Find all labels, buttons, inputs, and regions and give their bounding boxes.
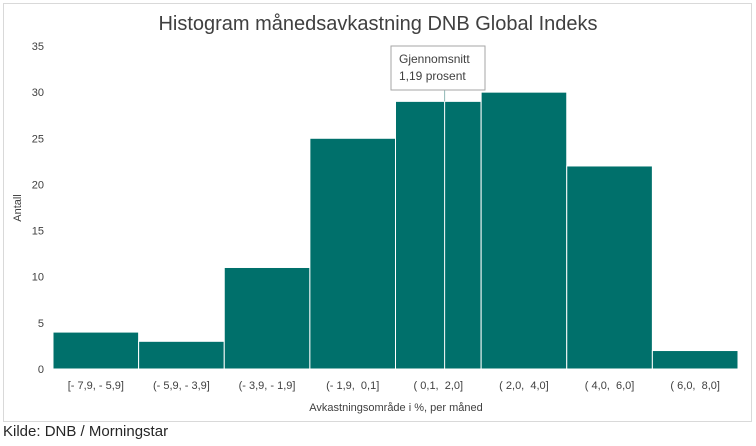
mean-annotation-title: Gjennomsnitt: [399, 52, 470, 66]
histogram-bar: [309, 137, 396, 370]
mean-annotation-box: [390, 45, 486, 91]
histogram-bar: [223, 266, 311, 370]
histogram-bar: [566, 165, 653, 370]
y-tick-label: 35: [32, 41, 44, 53]
x-tick-label: ( 0,1, 2,0]: [414, 380, 464, 392]
histogram-bar: [651, 350, 739, 370]
y-tick-label: 15: [32, 226, 44, 238]
y-tick-label: 25: [32, 133, 44, 145]
x-tick-label: ( 6,0, 8,0]: [670, 380, 720, 392]
y-tick-label: 5: [38, 318, 44, 330]
x-axis-label: Avkastningsområde i %, per måned: [309, 402, 482, 414]
x-tick-label: [- 7,9, - 5,9]: [68, 380, 124, 392]
mean-annotation-value: 1,19 prosent: [399, 69, 466, 83]
x-tick-labels: [- 7,9, - 5,9] (- 5,9, - 3,9] (- 3,9, - 1,…: [68, 380, 720, 392]
histogram-bar: [138, 340, 225, 370]
histogram-bar: [480, 91, 568, 370]
y-tick-label: 10: [32, 272, 44, 284]
y-tick-label: 0: [38, 364, 44, 376]
x-tick-label: ( 4,0, 6,0]: [585, 380, 635, 392]
chart-title: Histogram månedsavkastning DNB Global In…: [158, 13, 597, 35]
y-tick-labels: 0 5 10 15 20 25 30 35: [32, 41, 44, 376]
y-tick-label: 20: [32, 179, 44, 191]
y-tick-label: 30: [32, 87, 44, 99]
histogram-bar: [52, 331, 140, 370]
x-tick-label: ( 2,0, 4,0]: [499, 380, 549, 392]
source-caption: Kilde: DNB / Morningstar: [3, 423, 169, 440]
y-axis-label: Antall: [12, 194, 24, 222]
histogram-bar: [395, 100, 482, 370]
mean-annotation: Gjennomsnitt 1,19 prosent: [390, 45, 486, 369]
x-tick-label: (- 1,9, 0,1]: [326, 380, 379, 392]
x-tick-label: (- 3,9, - 1,9]: [239, 380, 296, 392]
bars-group: [52, 91, 739, 370]
x-tick-label: (- 5,9, - 3,9]: [153, 380, 210, 392]
